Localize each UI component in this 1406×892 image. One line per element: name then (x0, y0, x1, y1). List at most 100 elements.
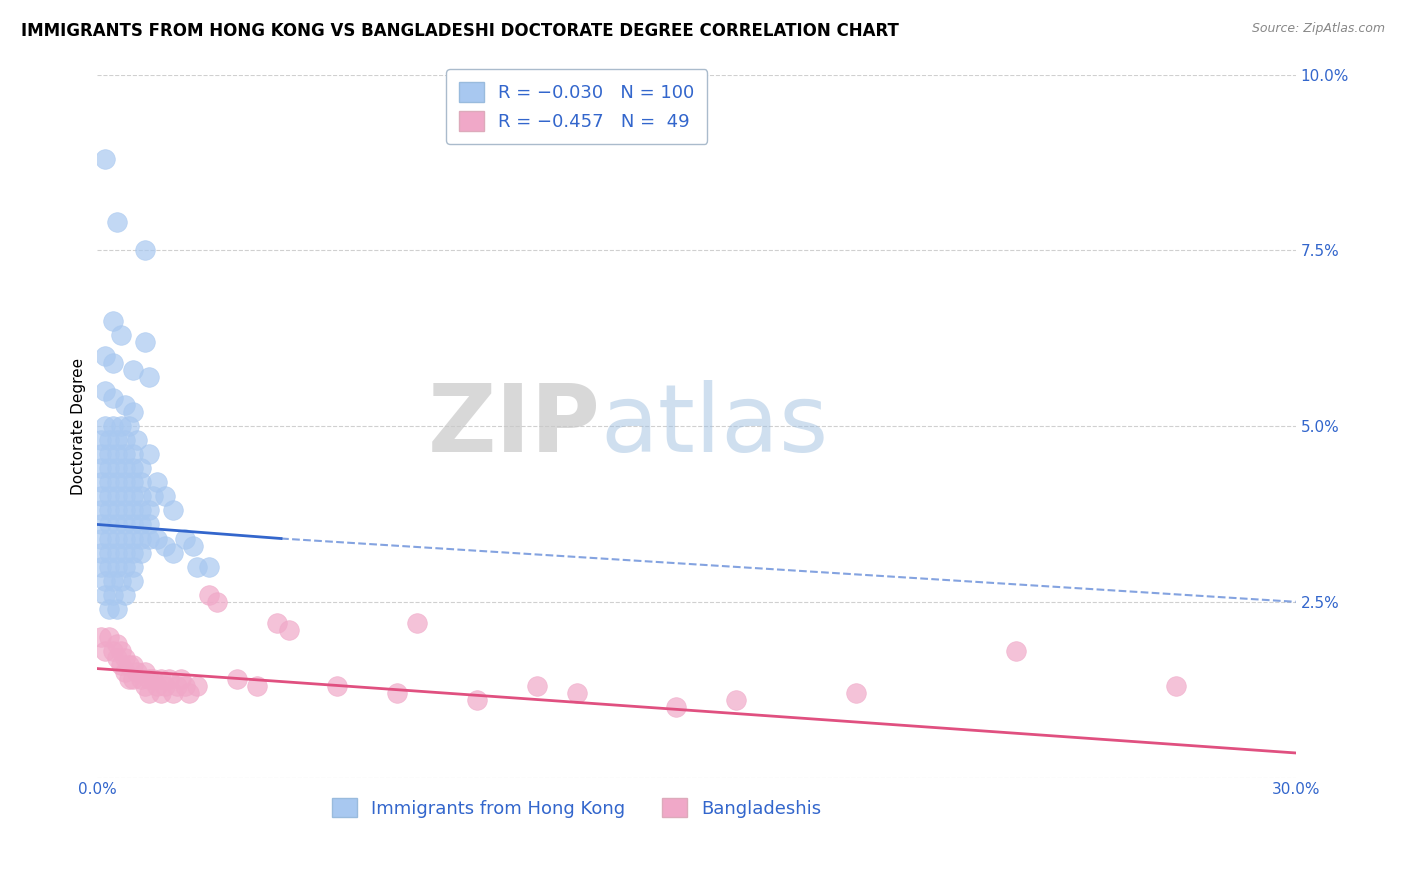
Point (110, 658, 132, 673)
Point (725, 693, 748, 707)
Point (1005, 644, 1028, 658)
Point (94, 152, 117, 166)
Point (110, 644, 132, 658)
Point (134, 334, 156, 349)
Point (385, 686, 408, 700)
Point (103, 391, 125, 405)
Point (526, 679, 548, 693)
Point (155, 539, 177, 553)
Point (122, 574, 145, 588)
Point (122, 363, 145, 377)
Point (146, 679, 169, 693)
Text: Source: ZipAtlas.com: Source: ZipAtlas.com (1251, 22, 1385, 36)
Point (465, 693, 488, 707)
Point (114, 651, 136, 665)
Point (103, 419, 125, 434)
Point (90, 461, 112, 475)
Point (94, 419, 117, 434)
Point (150, 672, 173, 686)
Point (142, 489, 165, 503)
Point (94, 384, 117, 398)
Point (129, 545, 152, 559)
Point (134, 679, 156, 693)
Point (138, 532, 160, 546)
Point (105, 475, 128, 490)
Point (122, 489, 145, 503)
Point (105, 447, 128, 461)
Point (205, 595, 228, 609)
Point (114, 559, 136, 574)
Point (98, 503, 121, 517)
Point (98, 630, 121, 644)
Point (114, 489, 136, 503)
Point (105, 517, 128, 532)
Point (122, 447, 145, 461)
Point (98, 489, 121, 503)
Point (90, 475, 112, 490)
Point (114, 433, 136, 447)
Point (90, 630, 112, 644)
Point (98, 461, 121, 475)
Point (127, 433, 149, 447)
Point (90, 545, 112, 559)
Text: IMMIGRANTS FROM HONG KONG VS BANGLADESHI DOCTORATE DEGREE CORRELATION CHART: IMMIGRANTS FROM HONG KONG VS BANGLADESHI… (21, 22, 898, 40)
Point (138, 503, 160, 517)
Point (1164, 679, 1187, 693)
Point (114, 665, 136, 679)
Point (162, 686, 184, 700)
Point (129, 489, 152, 503)
Point (150, 686, 173, 700)
Point (90, 447, 112, 461)
Point (110, 327, 132, 342)
Point (138, 672, 160, 686)
Point (114, 447, 136, 461)
Point (129, 517, 152, 532)
Point (114, 545, 136, 559)
Point (90, 489, 112, 503)
Point (122, 658, 145, 673)
Point (114, 398, 136, 412)
Legend: Immigrants from Hong Kong, Bangladeshis: Immigrants from Hong Kong, Bangladeshis (325, 790, 828, 825)
Point (103, 313, 125, 327)
Point (138, 369, 160, 384)
Point (110, 419, 132, 434)
Point (138, 517, 160, 532)
Point (98, 532, 121, 546)
Point (110, 574, 132, 588)
Point (114, 517, 136, 532)
Point (118, 658, 141, 673)
Point (162, 503, 184, 517)
Point (127, 665, 149, 679)
Point (118, 419, 141, 434)
Point (186, 559, 208, 574)
Point (186, 679, 208, 693)
Point (266, 615, 288, 630)
Point (129, 475, 152, 490)
Point (90, 532, 112, 546)
Point (105, 559, 128, 574)
Point (122, 461, 145, 475)
Point (103, 574, 125, 588)
Point (98, 545, 121, 559)
Point (114, 532, 136, 546)
Point (90, 503, 112, 517)
Point (105, 602, 128, 616)
Point (94, 588, 117, 602)
Point (157, 672, 180, 686)
Point (326, 679, 349, 693)
Point (138, 686, 160, 700)
Point (94, 574, 117, 588)
Text: atlas: atlas (600, 380, 830, 472)
Point (94, 644, 117, 658)
Point (179, 686, 201, 700)
Point (105, 461, 128, 475)
Point (565, 686, 588, 700)
Point (198, 588, 221, 602)
Point (181, 539, 204, 553)
Point (226, 672, 249, 686)
Point (90, 517, 112, 532)
Point (278, 623, 301, 637)
Point (105, 503, 128, 517)
Point (105, 532, 128, 546)
Point (122, 545, 145, 559)
